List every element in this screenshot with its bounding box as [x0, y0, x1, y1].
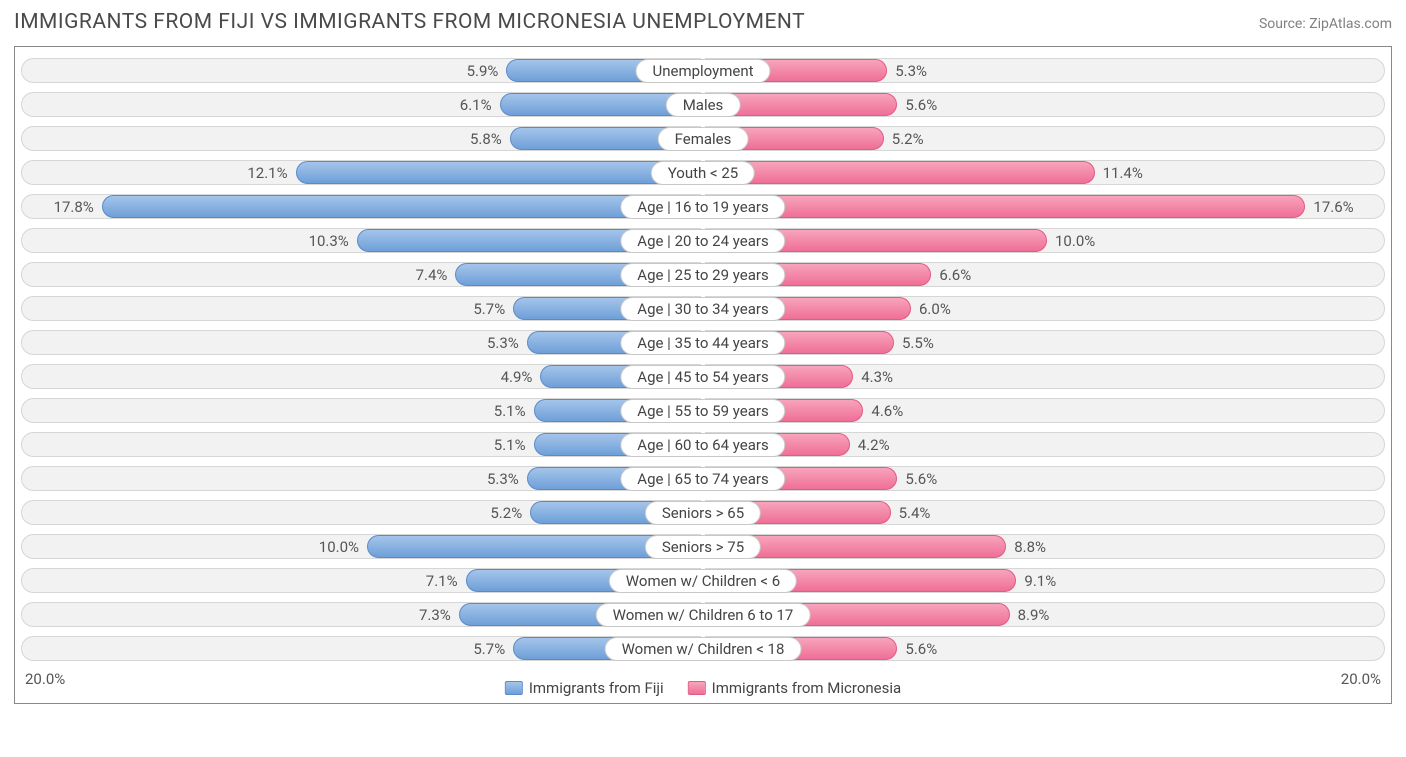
category-label: Age | 35 to 44 years: [620, 331, 785, 355]
chart-row: 5.7% 5.6% Women w/ Children < 18: [17, 633, 1389, 664]
value-label-right: 8.9%: [1018, 599, 1050, 630]
value-label-left: 5.9%: [467, 55, 499, 86]
value-label-right: 5.6%: [905, 463, 937, 494]
value-label-left: 7.4%: [416, 259, 448, 290]
value-label-right: 5.6%: [905, 633, 937, 664]
legend-item-right: Immigrants from Micronesia: [688, 679, 902, 697]
source-name: ZipAtlas.com: [1309, 16, 1392, 32]
header: IMMIGRANTS FROM FIJI VS IMMIGRANTS FROM …: [14, 10, 1392, 34]
value-label-right: 11.4%: [1103, 157, 1143, 188]
legend-label-left: Immigrants from Fiji: [529, 679, 664, 697]
value-label-left: 5.7%: [473, 293, 505, 324]
value-label-right: 6.6%: [939, 259, 971, 290]
value-label-left: 5.7%: [473, 633, 505, 664]
chart-area: 5.9% 5.3% Unemployment 6.1% 5.6% Males 5.8% 5.2…: [14, 46, 1392, 704]
bar-right: [707, 161, 1095, 184]
chart-row: 10.3% 10.0% Age | 20 to 24 years: [17, 225, 1389, 256]
value-label-left: 5.2%: [490, 497, 522, 528]
chart-row: 5.8% 5.2% Females: [17, 123, 1389, 154]
value-label-left: 10.0%: [319, 531, 359, 562]
axis-label-right: 20.0%: [1341, 670, 1381, 688]
value-label-left: 17.8%: [54, 191, 94, 222]
chart-rows: 5.9% 5.3% Unemployment 6.1% 5.6% Males 5.8% 5.2…: [15, 55, 1391, 664]
chart-title: IMMIGRANTS FROM FIJI VS IMMIGRANTS FROM …: [14, 10, 805, 34]
category-label: Age | 30 to 34 years: [620, 297, 785, 321]
category-label: Age | 55 to 59 years: [620, 399, 785, 423]
value-label-left: 5.1%: [494, 395, 526, 426]
chart-row: 5.7% 6.0% Age | 30 to 34 years: [17, 293, 1389, 324]
chart-row: 7.4% 6.6% Age | 25 to 29 years: [17, 259, 1389, 290]
value-label-left: 7.3%: [419, 599, 451, 630]
chart-row: 5.2% 5.4% Seniors > 65: [17, 497, 1389, 528]
value-label-right: 5.2%: [892, 123, 924, 154]
category-label: Age | 25 to 29 years: [620, 263, 785, 287]
category-label: Age | 20 to 24 years: [620, 229, 785, 253]
value-label-left: 5.8%: [470, 123, 502, 154]
chart-row: 5.3% 5.6% Age | 65 to 74 years: [17, 463, 1389, 494]
bar-right: [707, 195, 1305, 218]
bar-left: [102, 195, 707, 218]
legend: Immigrants from Fiji Immigrants from Mic…: [505, 679, 901, 697]
chart-row: 4.9% 4.3% Age | 45 to 54 years: [17, 361, 1389, 392]
value-label-right: 8.8%: [1014, 531, 1046, 562]
category-label: Youth < 25: [651, 161, 755, 185]
value-label-right: 17.6%: [1313, 191, 1353, 222]
category-label: Women w/ Children 6 to 17: [596, 603, 811, 627]
chart-row: 12.1% 11.4% Youth < 25: [17, 157, 1389, 188]
legend-swatch-right: [688, 681, 706, 695]
category-label: Unemployment: [635, 59, 770, 83]
value-label-right: 4.2%: [858, 429, 890, 460]
category-label: Age | 45 to 54 years: [620, 365, 785, 389]
value-label-left: 10.3%: [309, 225, 349, 256]
chart-row: 7.3% 8.9% Women w/ Children 6 to 17: [17, 599, 1389, 630]
source-attribution: Source: ZipAtlas.com: [1259, 16, 1392, 32]
bar-left: [296, 161, 707, 184]
legend-item-left: Immigrants from Fiji: [505, 679, 664, 697]
axis-label-left: 20.0%: [25, 670, 65, 688]
value-label-right: 5.4%: [899, 497, 931, 528]
value-label-left: 12.1%: [247, 157, 287, 188]
category-label: Women w/ Children < 18: [605, 637, 802, 661]
category-label: Age | 65 to 74 years: [620, 467, 785, 491]
value-label-right: 5.6%: [905, 89, 937, 120]
value-label-right: 6.0%: [919, 293, 951, 324]
chart-row: 5.3% 5.5% Age | 35 to 44 years: [17, 327, 1389, 358]
category-label: Age | 16 to 19 years: [620, 195, 785, 219]
chart-row: 5.1% 4.2% Age | 60 to 64 years: [17, 429, 1389, 460]
value-label-right: 10.0%: [1055, 225, 1095, 256]
value-label-right: 4.3%: [861, 361, 893, 392]
value-label-left: 4.9%: [501, 361, 533, 392]
value-label-left: 7.1%: [426, 565, 458, 596]
value-label-left: 5.1%: [494, 429, 526, 460]
chart-row: 5.1% 4.6% Age | 55 to 59 years: [17, 395, 1389, 426]
value-label-right: 9.1%: [1024, 565, 1056, 596]
category-label: Males: [666, 93, 741, 117]
category-label: Seniors > 75: [645, 535, 761, 559]
chart-container: IMMIGRANTS FROM FIJI VS IMMIGRANTS FROM …: [0, 0, 1406, 757]
chart-row: 6.1% 5.6% Males: [17, 89, 1389, 120]
legend-label-right: Immigrants from Micronesia: [712, 679, 902, 697]
chart-row: 7.1% 9.1% Women w/ Children < 6: [17, 565, 1389, 596]
legend-swatch-left: [505, 681, 523, 695]
value-label-right: 5.3%: [895, 55, 927, 86]
value-label-left: 5.3%: [487, 327, 519, 358]
value-label-right: 4.6%: [871, 395, 903, 426]
value-label-left: 6.1%: [460, 89, 492, 120]
chart-row: 10.0% 8.8% Seniors > 75: [17, 531, 1389, 562]
value-label-right: 5.5%: [902, 327, 934, 358]
category-label: Females: [658, 127, 749, 151]
source-prefix: Source:: [1259, 16, 1309, 32]
chart-row: 17.8% 17.6% Age | 16 to 19 years: [17, 191, 1389, 222]
category-label: Age | 60 to 64 years: [620, 433, 785, 457]
value-label-left: 5.3%: [487, 463, 519, 494]
category-label: Women w/ Children < 6: [609, 569, 797, 593]
chart-row: 5.9% 5.3% Unemployment: [17, 55, 1389, 86]
category-label: Seniors > 65: [645, 501, 761, 525]
